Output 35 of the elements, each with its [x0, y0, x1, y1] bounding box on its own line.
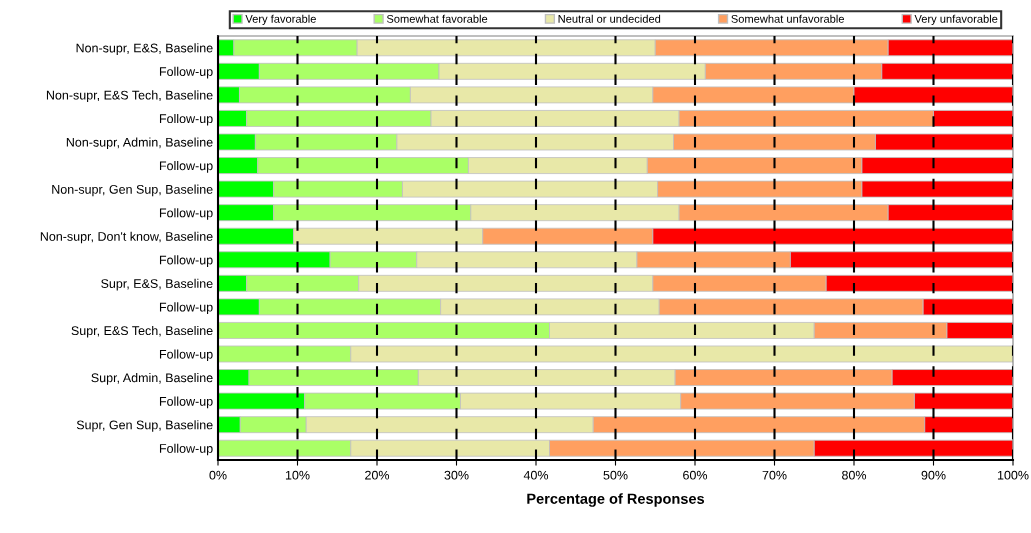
x-tick-label: 20%	[365, 470, 390, 480]
legend-label: Very favorable	[245, 14, 316, 25]
x-tick-label: 30%	[444, 470, 469, 480]
legend-label: Somewhat unfavorable	[731, 14, 844, 23]
x-tick-label: 0%	[209, 470, 227, 480]
y-tick-label: Follow-up	[159, 349, 213, 362]
y-tick-label: Follow-up	[159, 208, 213, 220]
y-tick-label: Supr, E&S, Baseline	[101, 278, 213, 291]
y-tick-label: Follow-up	[159, 443, 213, 456]
x-axis-title: Percentage of Responses	[527, 493, 705, 507]
x-tick-label: 70%	[762, 470, 787, 480]
x-tick-label: 50%	[603, 470, 628, 480]
y-tick-label: Follow-up	[159, 66, 213, 79]
y-tick-label: Non-supr, Don't know, Baseline	[40, 231, 213, 244]
x-tick-label: 100%	[997, 470, 1029, 480]
y-tick-label: Non-supr, E&S Tech, Baseline	[46, 90, 213, 103]
y-tick-label: Follow-up	[159, 302, 213, 315]
x-tick-label: 10%	[285, 470, 310, 480]
legend-label: Somewhat favorable	[386, 14, 488, 23]
y-tick-label: Follow-up	[159, 161, 213, 173]
y-tick-label: Non-supr, Gen Sup, Baseline	[52, 184, 213, 197]
x-tick-label: 40%	[523, 470, 549, 480]
legend-label: Neutral or undecided	[558, 14, 661, 23]
x-tick-label: 90%	[921, 470, 946, 480]
y-tick-label: Non-supr, E&S, Baseline	[76, 43, 213, 55]
y-tick-label: Non-supr, Admin, Baseline	[66, 137, 213, 150]
y-tick-label: Supr, Admin, Baseline	[91, 373, 213, 385]
y-tick-label: Follow-up	[159, 113, 213, 126]
y-tick-label: Follow-up	[159, 396, 213, 409]
y-tick-label: Follow-up	[159, 255, 213, 267]
y-tick-label: Supr, E&S Tech, Baseline	[71, 325, 213, 338]
legend-label: Very unfavorable	[914, 14, 998, 25]
x-tick-label: 80%	[842, 470, 867, 480]
x-tick-label: 60%	[683, 470, 708, 480]
y-tick-label: Supr, Gen Sup, Baseline	[76, 420, 213, 432]
